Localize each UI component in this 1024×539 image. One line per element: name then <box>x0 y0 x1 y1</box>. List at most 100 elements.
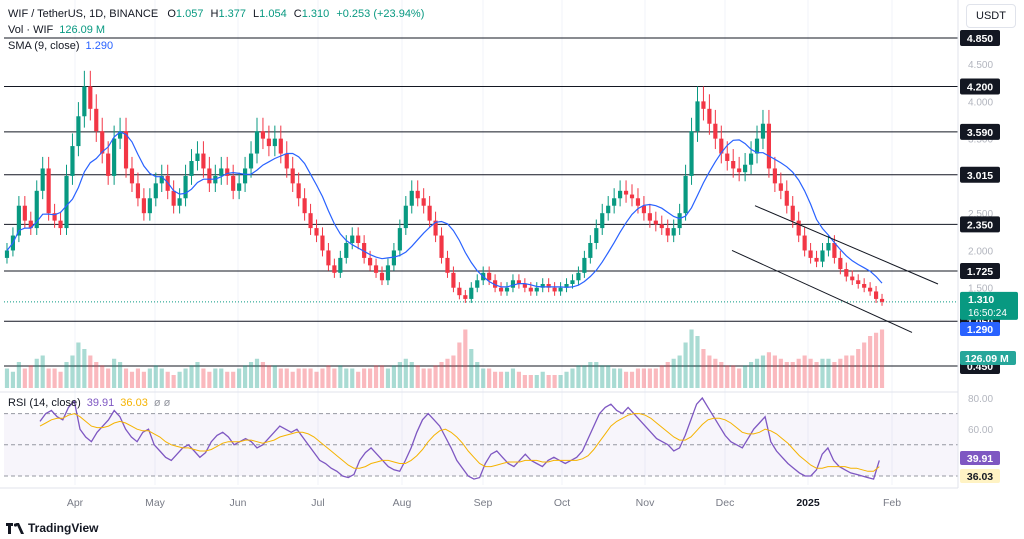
volume-bar <box>427 368 432 388</box>
volume-bar <box>498 371 504 388</box>
candle-body <box>564 284 569 288</box>
volume-bar <box>814 362 819 388</box>
volume-bar <box>493 371 498 388</box>
candle-body <box>201 153 206 169</box>
volume-bar <box>588 362 593 388</box>
volume-bar <box>683 342 688 388</box>
price-tick-label: 4.000 <box>968 97 993 108</box>
volume-bar <box>516 371 521 388</box>
volume-bar <box>600 365 605 388</box>
volume-bar <box>284 368 289 388</box>
volume-bar <box>677 355 682 388</box>
candle-body <box>88 86 93 109</box>
volume-bar <box>570 368 575 388</box>
candle-body <box>433 220 438 236</box>
candle-body <box>754 138 760 154</box>
candle-body <box>368 257 373 266</box>
candle-body <box>100 131 105 154</box>
candle-body <box>40 168 45 191</box>
rsi-legend[interactable]: RSI (14, close) 39.91 36.03 ø ø <box>8 397 171 409</box>
candle-body <box>141 198 146 214</box>
candle-body <box>748 153 754 165</box>
volume-bar <box>100 365 105 388</box>
volume-bar <box>772 355 777 388</box>
rsi-pane: 80.00 60.00 39.91 36.03 <box>0 391 1000 483</box>
candle-body <box>850 276 855 281</box>
volume-bar <box>320 368 325 388</box>
candle-body <box>737 168 742 173</box>
volume-bar <box>70 355 75 388</box>
candle-body <box>731 161 736 169</box>
sma-polyline <box>6 131 883 288</box>
candle-body <box>254 131 260 154</box>
level-tag-label: 1.725 <box>967 266 993 278</box>
sma-price-label: 1.290 <box>967 324 993 336</box>
currency-button[interactable]: USDT <box>966 4 1016 28</box>
candle-body <box>189 161 194 176</box>
volume-bar <box>701 349 706 388</box>
candle-body <box>272 138 277 147</box>
candle-body <box>707 108 712 124</box>
time-tick-label: Feb <box>883 497 901 509</box>
candle-body <box>356 235 361 243</box>
candle-body <box>760 123 766 139</box>
sma-legend[interactable]: SMA (9, close) 1.290 <box>8 40 114 52</box>
candle-body <box>778 183 783 191</box>
candle-body <box>379 272 385 281</box>
candle-body <box>302 198 307 214</box>
rsi-ma-line <box>39 413 880 472</box>
volume-bar <box>338 365 343 388</box>
candle-body <box>808 250 813 258</box>
time-tick-label: Jun <box>230 497 247 509</box>
volume-bar <box>58 371 63 388</box>
candle-body <box>862 284 867 288</box>
volume-bar <box>760 355 766 388</box>
volume-legend[interactable]: Vol · WIF 126.09 M <box>8 24 106 36</box>
candle-body <box>629 194 635 199</box>
candle-body <box>826 243 831 251</box>
support-resistance-levels <box>4 37 958 367</box>
symbol-name: WIF / TetherUS, 1D, BINANCE <box>8 8 159 20</box>
candle-body <box>546 284 551 288</box>
current-price-tag <box>960 291 1018 320</box>
volume-bar <box>606 365 611 388</box>
time-tick-label: Sep <box>474 497 493 509</box>
candle-body <box>445 257 450 273</box>
volume-bar <box>576 365 581 388</box>
candle-body <box>713 123 718 139</box>
candle-body <box>34 190 39 229</box>
price-tick-label: 2.000 <box>968 246 993 257</box>
candle-body <box>588 243 593 258</box>
volume-bar <box>564 371 569 388</box>
volume-bar <box>409 362 414 388</box>
symbol-header: WIF / TetherUS, 1D, BINANCE O1.057 H1.37… <box>8 8 425 20</box>
volume-bar <box>391 365 396 388</box>
open-value: 1.057 <box>175 8 204 20</box>
volume-bar <box>475 362 480 388</box>
candle-body <box>618 190 623 199</box>
tradingview-logo[interactable]: TradingView <box>6 521 98 535</box>
time-tick-label: Dec <box>716 497 735 509</box>
volume-bar <box>344 368 349 388</box>
price-tick-label: 3.500 <box>968 135 993 146</box>
volume-bar <box>177 371 182 388</box>
time-tick-label: Nov <box>636 497 655 509</box>
volume-bar <box>76 342 81 388</box>
price-tags: 1.310 16:50:24 1.290 126.09 M <box>960 291 1018 365</box>
candle-body <box>314 228 319 236</box>
volume-bar <box>243 365 248 388</box>
volume-bar <box>52 368 57 388</box>
volume-bar <box>266 365 271 388</box>
volume-bar <box>737 368 742 388</box>
volume-bar <box>248 362 254 388</box>
candle-body <box>522 284 527 288</box>
volume-bar <box>94 362 99 388</box>
candle-body <box>856 280 861 284</box>
volume-bar <box>802 355 807 388</box>
time-tick-label: May <box>145 497 166 509</box>
candle-body <box>677 213 682 229</box>
volume-bar <box>558 375 563 388</box>
volume-bar <box>219 368 224 388</box>
candle-body <box>290 168 295 184</box>
